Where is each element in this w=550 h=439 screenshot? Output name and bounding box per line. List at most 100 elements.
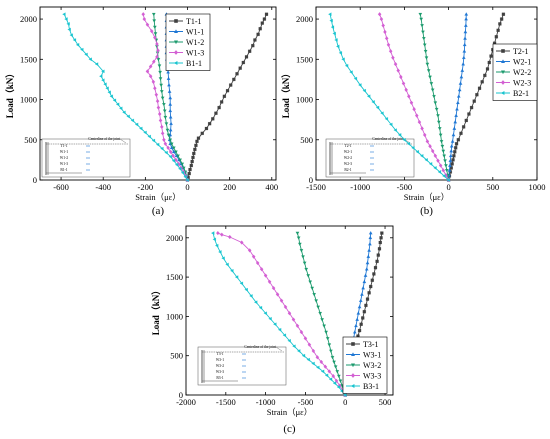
x-tick-label: -1500 (306, 182, 326, 192)
data-point (301, 255, 305, 259)
data-point (388, 49, 393, 54)
series-W2-1 (446, 12, 469, 182)
y-tick-label: 0 (179, 390, 183, 400)
data-point (447, 168, 452, 172)
data-point (244, 55, 249, 59)
data-point (99, 74, 103, 79)
data-point (191, 155, 195, 160)
data-point (349, 70, 353, 74)
data-point (331, 374, 336, 379)
data-point (216, 230, 220, 236)
data-point (152, 59, 156, 64)
data-point (421, 30, 425, 34)
data-point (436, 158, 440, 163)
data-point (375, 105, 380, 110)
data-point (437, 170, 442, 174)
legend-label: T2-1 (513, 47, 529, 56)
data-point (319, 359, 324, 365)
data-point (277, 327, 282, 332)
legend-marker (174, 40, 178, 45)
legend-label: B2-1 (513, 89, 529, 98)
data-point (433, 153, 438, 158)
data-point (153, 86, 157, 91)
data-point (324, 330, 328, 335)
chart-c: -2000 -1500 -1000 -500 0 500 0 500 1000 1500 2000 S… (151, 225, 394, 435)
x-tick-label: -500 (397, 182, 413, 192)
data-point (193, 147, 197, 152)
data-point (263, 311, 267, 316)
data-point (449, 149, 454, 153)
data-point (422, 43, 427, 47)
inset-gauge-label: W3-2 (216, 364, 224, 368)
data-point (214, 111, 218, 115)
data-point (279, 298, 284, 303)
data-point (415, 150, 419, 154)
data-point (352, 330, 357, 334)
data-point (420, 24, 424, 28)
data-point (419, 17, 424, 22)
inset-caption-leader (119, 138, 127, 144)
data-point (185, 178, 189, 182)
data-point (453, 150, 457, 154)
y-tick-label: 0 (33, 175, 37, 185)
data-point (162, 103, 166, 107)
data-point (157, 64, 162, 68)
data-point (183, 174, 187, 179)
data-point (171, 153, 175, 158)
data-point (430, 148, 435, 154)
data-point (389, 122, 393, 127)
data-point (368, 231, 373, 235)
data-point (291, 317, 296, 322)
data-point (407, 94, 411, 99)
panel-label: (b) (420, 205, 433, 217)
data-point (178, 166, 182, 171)
data-point (448, 158, 453, 162)
legend-marker (351, 342, 355, 346)
data-point (171, 158, 176, 163)
data-point (367, 248, 371, 252)
x-tick-label: -200 (138, 182, 154, 192)
data-point (69, 33, 73, 37)
data-point (354, 323, 358, 328)
data-point (378, 240, 382, 245)
data-point (440, 144, 445, 149)
legend-label: W2-1 (513, 58, 531, 67)
data-point (412, 107, 416, 112)
data-point (332, 360, 336, 364)
inset-gauge-label: W1-1 (60, 150, 68, 154)
inset-caption-leader (275, 346, 283, 352)
data-point (485, 67, 490, 71)
data-point (420, 126, 424, 131)
data-point (153, 35, 157, 40)
data-point (295, 231, 300, 236)
data-point (330, 25, 335, 29)
data-point (164, 122, 169, 126)
inset-gauge-label: W3-3 (216, 370, 224, 374)
data-point (232, 77, 236, 82)
data-point (304, 267, 309, 272)
data-point (168, 128, 173, 132)
data-point (302, 261, 307, 265)
data-point (461, 62, 466, 66)
data-point (66, 22, 70, 26)
plot-frame (185, 225, 394, 396)
data-point (130, 118, 135, 123)
data-point (253, 38, 257, 42)
data-point (222, 94, 226, 98)
data-point (158, 70, 162, 75)
y-tick-label: 1500 (296, 54, 313, 64)
data-point (336, 385, 341, 389)
data-point (196, 136, 201, 140)
data-point (72, 38, 77, 42)
data-point (452, 154, 456, 158)
data-point (425, 139, 430, 144)
data-point (386, 42, 391, 47)
y-tick-label: 2000 (166, 233, 183, 243)
data-point (457, 87, 462, 92)
data-point (344, 63, 349, 68)
data-point (426, 69, 431, 73)
data-point (362, 88, 366, 93)
data-point (169, 145, 174, 150)
y-tick-label: 2000 (296, 14, 313, 24)
data-point (107, 90, 111, 95)
